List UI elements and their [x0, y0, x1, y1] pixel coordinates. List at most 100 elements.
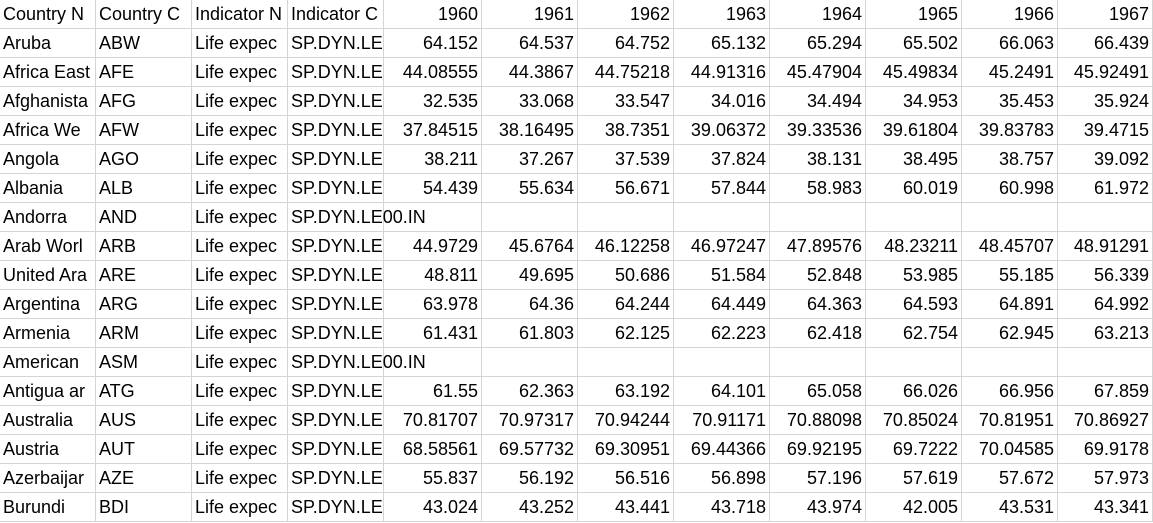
- cell: 49.695: [482, 261, 578, 290]
- cell: ARG: [96, 290, 192, 319]
- cell: 55.185: [962, 261, 1058, 290]
- cell: 47.89576: [770, 232, 866, 261]
- cell: 38.16495: [482, 116, 578, 145]
- cell: Armenia: [0, 319, 96, 348]
- cell: SP.DYN.LE: [288, 174, 384, 203]
- cell: 55.634: [482, 174, 578, 203]
- cell: AFG: [96, 87, 192, 116]
- cell: 56.192: [482, 464, 578, 493]
- cell: AUS: [96, 406, 192, 435]
- cell: 44.3867: [482, 58, 578, 87]
- cell: 42.005: [866, 493, 962, 522]
- cell: SP.DYN.LE: [288, 145, 384, 174]
- cell: AGO: [96, 145, 192, 174]
- cell: SP.DYN.LE: [288, 319, 384, 348]
- cell: 35.453: [962, 87, 1058, 116]
- cell: ASM: [96, 348, 192, 377]
- cell: 45.2491: [962, 58, 1058, 87]
- cell: 37.539: [578, 145, 674, 174]
- cell: [384, 348, 482, 377]
- cell: 62.418: [770, 319, 866, 348]
- cell: 56.516: [578, 464, 674, 493]
- cell: 65.502: [866, 29, 962, 58]
- cell: 63.213: [1058, 319, 1153, 348]
- header-cell: Country C: [96, 0, 192, 29]
- cell: 64.593: [866, 290, 962, 319]
- cell: Life expec: [192, 174, 288, 203]
- cell: 60.019: [866, 174, 962, 203]
- cell: Azerbaijar: [0, 464, 96, 493]
- cell: Life expec: [192, 377, 288, 406]
- cell: 70.97317: [482, 406, 578, 435]
- cell: [674, 348, 770, 377]
- cell: 45.47904: [770, 58, 866, 87]
- cell: 39.06372: [674, 116, 770, 145]
- cell: 70.88098: [770, 406, 866, 435]
- cell: Andorra: [0, 203, 96, 232]
- cell: 62.223: [674, 319, 770, 348]
- cell: 38.131: [770, 145, 866, 174]
- cell: Life expec: [192, 319, 288, 348]
- cell: 45.49834: [866, 58, 962, 87]
- cell: 70.81707: [384, 406, 482, 435]
- cell: 65.058: [770, 377, 866, 406]
- header-cell: 1967: [1058, 0, 1153, 29]
- cell: 53.985: [866, 261, 962, 290]
- cell: 48.23211: [866, 232, 962, 261]
- cell: 57.973: [1058, 464, 1153, 493]
- cell: Africa East: [0, 58, 96, 87]
- cell: 67.859: [1058, 377, 1153, 406]
- cell: ALB: [96, 174, 192, 203]
- cell: Life expec: [192, 348, 288, 377]
- cell: 56.898: [674, 464, 770, 493]
- cell: Life expec: [192, 261, 288, 290]
- cell: 39.61804: [866, 116, 962, 145]
- cell: 45.6764: [482, 232, 578, 261]
- cell: 70.04585: [962, 435, 1058, 464]
- cell: 52.848: [770, 261, 866, 290]
- cell: Life expec: [192, 145, 288, 174]
- cell: Angola: [0, 145, 96, 174]
- cell: 69.44366: [674, 435, 770, 464]
- cell: SP.DYN.LE: [288, 116, 384, 145]
- cell: 70.81951: [962, 406, 1058, 435]
- cell: 64.449: [674, 290, 770, 319]
- cell: 66.956: [962, 377, 1058, 406]
- cell: 69.9178: [1058, 435, 1153, 464]
- cell: 63.192: [578, 377, 674, 406]
- cell: 37.267: [482, 145, 578, 174]
- cell: 45.92491: [1058, 58, 1153, 87]
- header-cell: 1960: [384, 0, 482, 29]
- cell: [770, 203, 866, 232]
- cell: 48.45707: [962, 232, 1058, 261]
- cell: Arab Worl: [0, 232, 96, 261]
- cell: AFE: [96, 58, 192, 87]
- cell: Burundi: [0, 493, 96, 522]
- cell: 69.30951: [578, 435, 674, 464]
- cell: [482, 203, 578, 232]
- header-cell: 1963: [674, 0, 770, 29]
- cell: 64.537: [482, 29, 578, 58]
- cell: [384, 203, 482, 232]
- cell: 66.026: [866, 377, 962, 406]
- cell: Life expec: [192, 116, 288, 145]
- cell: [770, 348, 866, 377]
- header-cell: 1964: [770, 0, 866, 29]
- cell: 44.91316: [674, 58, 770, 87]
- cell: SP.DYN.LE: [288, 232, 384, 261]
- cell: Life expec: [192, 232, 288, 261]
- cell: ARB: [96, 232, 192, 261]
- cell: 61.803: [482, 319, 578, 348]
- cell: SP.DYN.LE: [288, 435, 384, 464]
- cell: 57.672: [962, 464, 1058, 493]
- header-cell: Indicator C: [288, 0, 384, 29]
- cell: 48.91291: [1058, 232, 1153, 261]
- cell: 56.671: [578, 174, 674, 203]
- cell: Life expec: [192, 203, 288, 232]
- cell: SP.DYN.LE: [288, 29, 384, 58]
- cell: [962, 348, 1058, 377]
- cell: 64.752: [578, 29, 674, 58]
- cell: 51.584: [674, 261, 770, 290]
- cell: SP.DYN.LE: [288, 87, 384, 116]
- cell: 44.08555: [384, 58, 482, 87]
